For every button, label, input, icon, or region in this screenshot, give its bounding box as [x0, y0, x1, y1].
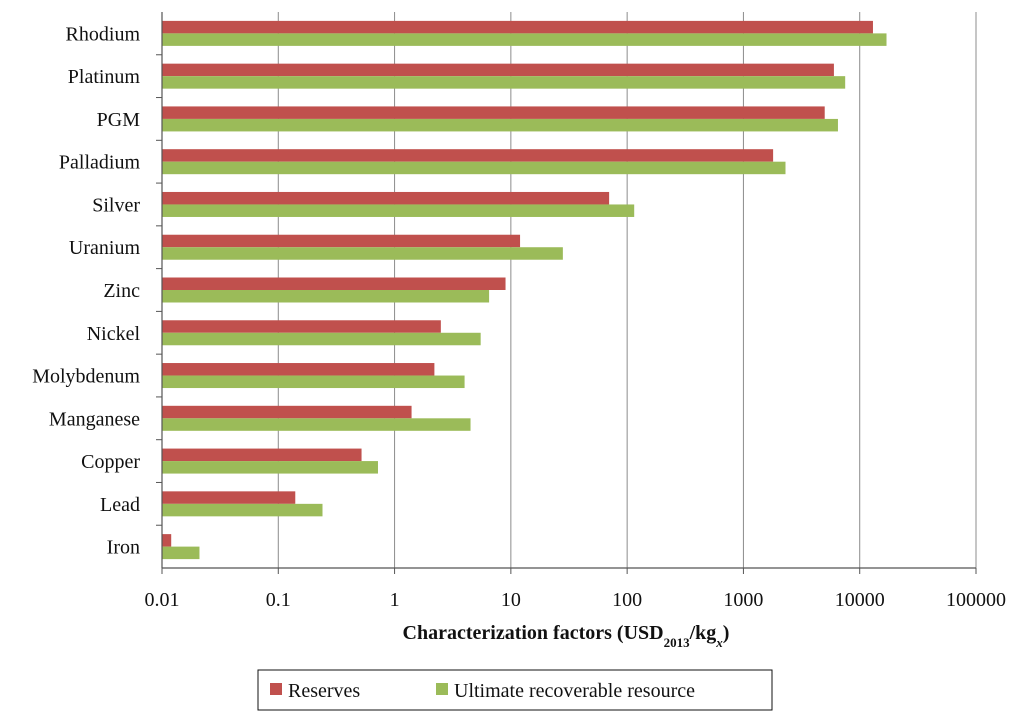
- bar-reserves-platinum: [162, 63, 834, 77]
- category-label-uranium: Uranium: [69, 237, 141, 259]
- bar-reserves-palladium: [162, 149, 774, 162]
- x-tick-label-0-01: 0.01: [145, 589, 180, 611]
- bar-reserves-nickel: [162, 320, 441, 333]
- category-label-lead: Lead: [100, 494, 140, 516]
- x-axis-title-part: Characterization factors (USD: [403, 622, 664, 644]
- bar-ultimate-recoverable-resource-molybdenum: [162, 375, 465, 389]
- category-label-nickel: Nickel: [87, 323, 141, 345]
- x-axis-title-part: x: [715, 635, 723, 650]
- bar-ultimate-recoverable-resource-lead: [162, 503, 323, 517]
- category-label-iron: Iron: [107, 537, 140, 559]
- category-label-palladium: Palladium: [59, 152, 141, 174]
- category-labels: Rhodium Platinum PGM Palladium Silver Uranium…: [32, 23, 140, 558]
- legend-swatch-reserves: [270, 683, 282, 695]
- legend-label-reserves: Reserves: [288, 680, 360, 702]
- bar-reserves-manganese: [162, 405, 412, 419]
- bar-reserves-pgm: [162, 106, 825, 119]
- category-label-manganese: Manganese: [49, 408, 140, 430]
- x-axis-title-part: /kg: [689, 622, 717, 644]
- tick-labels: 0.01 0.1 1 10 100 1000 10000 100000: [145, 589, 1007, 611]
- x-axis-title-part: 2013: [664, 635, 691, 650]
- legend: Reserves Ultimate recoverable resource: [257, 669, 773, 711]
- category-label-zinc: Zinc: [103, 280, 140, 302]
- category-label-silver: Silver: [92, 194, 140, 216]
- legend-label-ultimate-recoverable-resource: Ultimate recoverable resource: [454, 680, 695, 702]
- x-axis-title: Characterization factors (USD2013/kgx): [403, 622, 730, 650]
- axes: [156, 12, 977, 574]
- gridlines: [277, 12, 977, 568]
- x-axis-title-part: ): [723, 622, 730, 644]
- bar-ultimate-recoverable-resource-uranium: [162, 247, 563, 260]
- x-tick-label-100: 100: [612, 589, 642, 611]
- bar-ultimate-recoverable-resource-palladium: [162, 161, 786, 175]
- bars: [162, 20, 887, 560]
- legend-box: [257, 669, 773, 711]
- bar-ultimate-recoverable-resource-nickel: [162, 332, 481, 346]
- bar-ultimate-recoverable-resource-platinum: [162, 76, 846, 89]
- category-label-molybdenum: Molybdenum: [32, 366, 140, 388]
- category-label-copper: Copper: [81, 451, 140, 473]
- bar-ultimate-recoverable-resource-rhodium: [162, 33, 887, 46]
- category-label-rhodium: Rhodium: [66, 23, 141, 45]
- x-tick-label-10000: 10000: [835, 589, 885, 611]
- bar-ultimate-recoverable-resource-copper: [162, 461, 378, 474]
- x-tick-label-10: 10: [501, 589, 521, 611]
- x-tick-label-0-1: 0.1: [266, 589, 291, 611]
- bar-ultimate-recoverable-resource-pgm: [162, 118, 838, 132]
- bar-ultimate-recoverable-resource-silver: [162, 204, 635, 217]
- category-label-pgm: PGM: [97, 109, 141, 131]
- bar-ultimate-recoverable-resource-zinc: [162, 290, 490, 303]
- bar-ultimate-recoverable-resource-manganese: [162, 418, 471, 431]
- bar-reserves-uranium: [162, 234, 521, 248]
- bar-reserves-iron: [162, 534, 172, 547]
- bar-reserves-lead: [162, 491, 296, 504]
- bar-reserves-rhodium: [162, 20, 873, 34]
- bar-ultimate-recoverable-resource-iron: [162, 546, 200, 560]
- bar-reserves-copper: [162, 448, 362, 462]
- bar-reserves-silver: [162, 191, 610, 205]
- x-tick-label-1000: 1000: [723, 589, 763, 611]
- x-tick-label-1: 1: [390, 589, 400, 611]
- category-label-platinum: Platinum: [68, 66, 141, 88]
- legend-swatch-ultimate-recoverable-resource: [436, 683, 448, 695]
- x-tick-label-100000: 100000: [946, 589, 1006, 611]
- bar-reserves-molybdenum: [162, 363, 435, 376]
- bar-reserves-zinc: [162, 277, 506, 290]
